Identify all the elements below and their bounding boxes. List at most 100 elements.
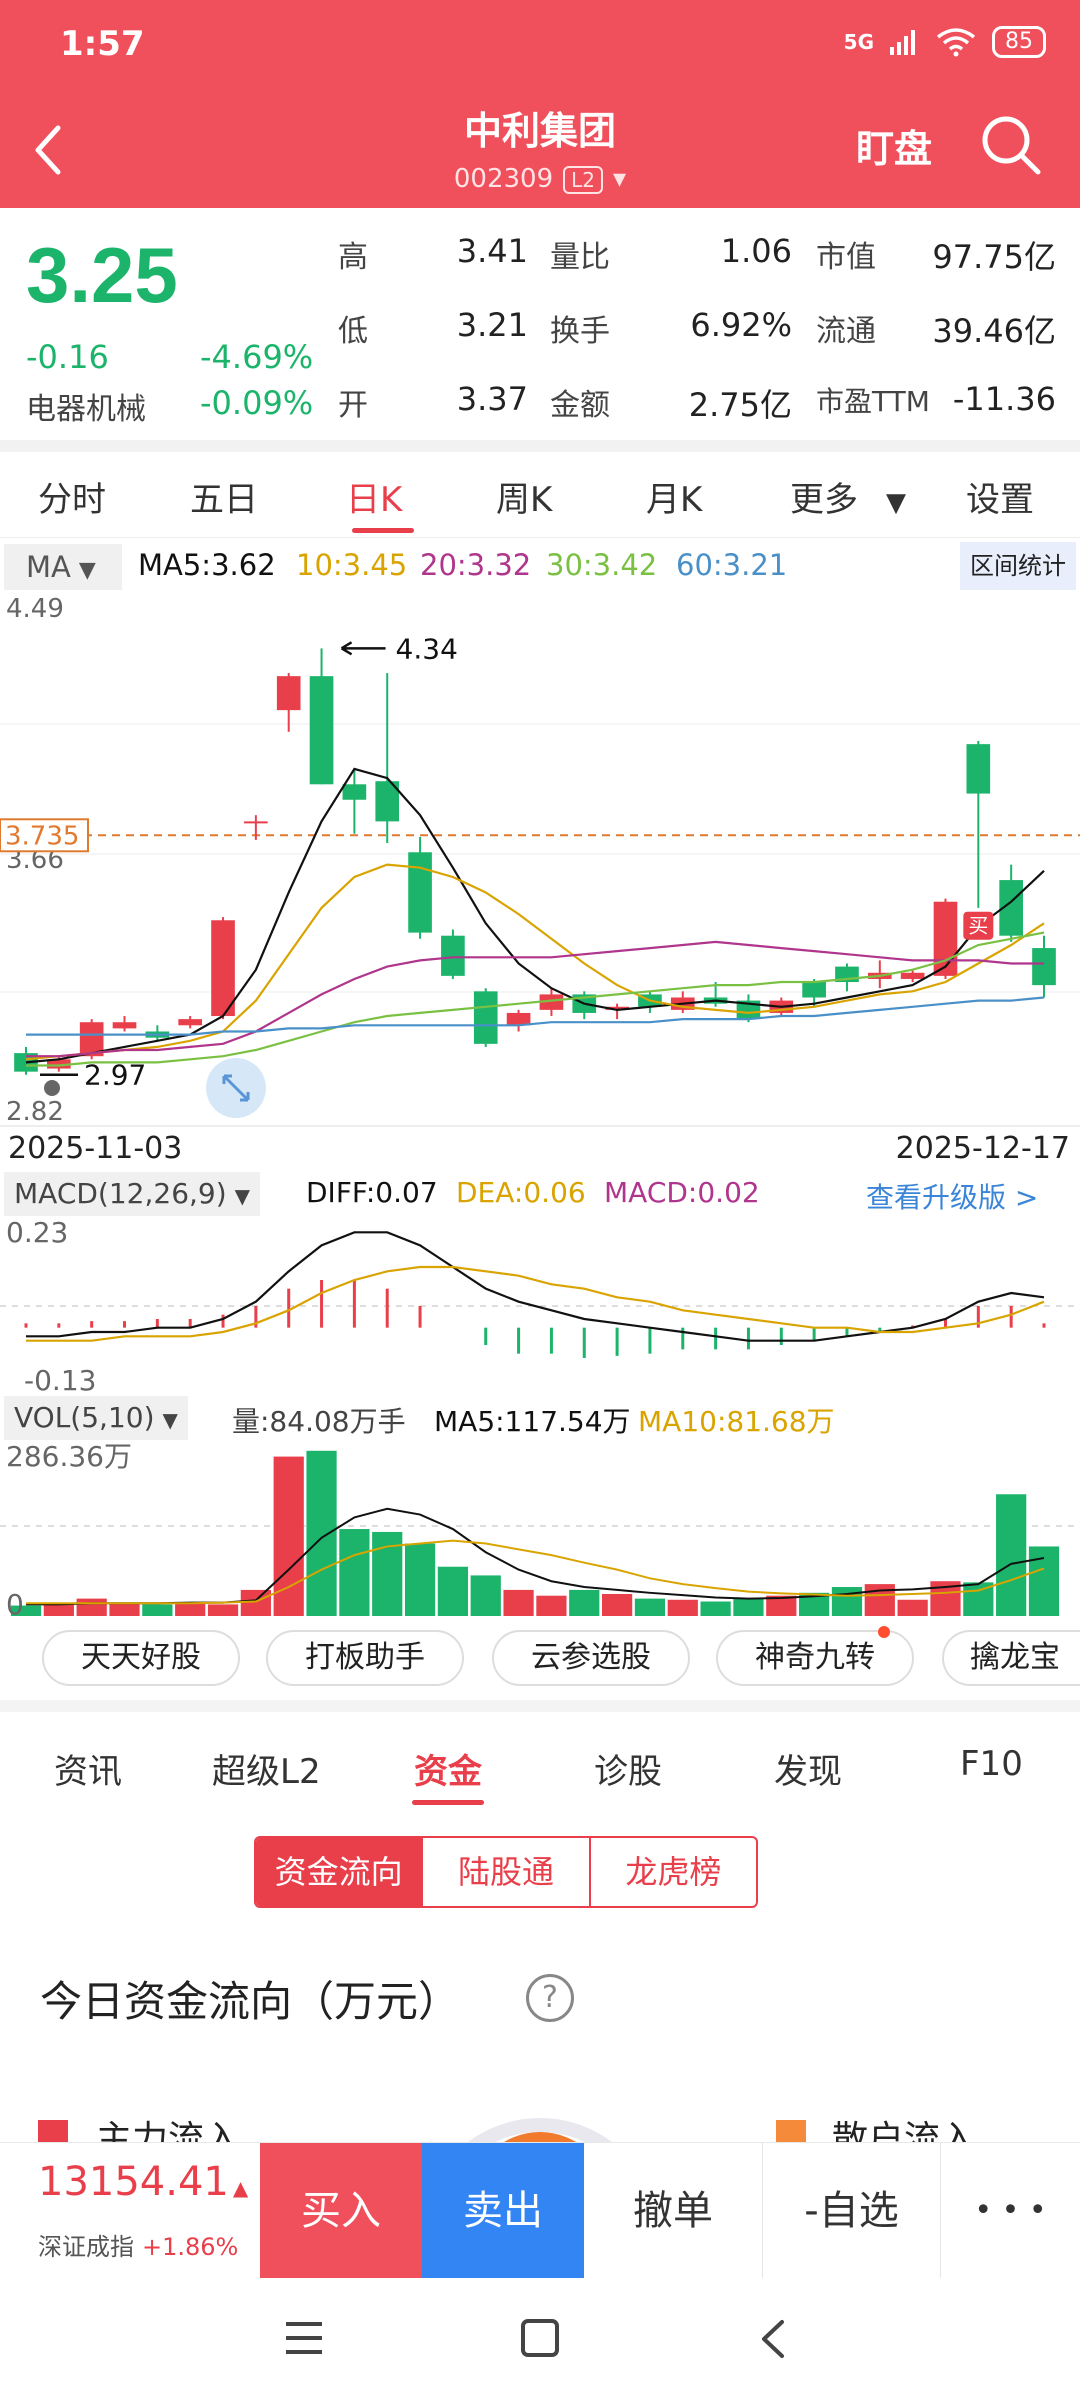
index-value-row[interactable]: 13154.41 ▲ [38,2159,248,2205]
price-change-pct: -4.69% [200,338,314,376]
tab-super-l2[interactable]: 超级L2 [212,1752,321,1792]
stat-value-open: 3.37 [456,380,528,418]
candle-body [79,1022,104,1057]
strategy-chips: 天天好股 打板助手 云参选股 神奇九转 擒龙宝 [0,1626,1080,1690]
macd-dea-line [26,1265,1045,1342]
tab-funds[interactable]: 资金 [414,1752,482,1792]
segment-stock-connect[interactable]: 陆股通 [421,1838,588,1906]
macd-bottom-label: -0.13 [24,1364,96,1397]
stock-code: 002309 [453,164,554,194]
chip-daily-stock[interactable]: 天天好股 [42,1630,240,1686]
candle-body [933,901,958,976]
buy-marker: 买 [963,911,994,940]
stat-value-high: 3.41 [456,232,528,270]
volume-bar [437,1566,469,1616]
volume-bar [43,1604,74,1616]
segment-dragon-tiger[interactable]: 龙虎榜 [588,1838,756,1906]
caret-down-icon: ▾ [613,164,627,194]
y-axis-bottom-label: 2.82 [6,1097,64,1127]
menu-icon[interactable] [284,2320,324,2356]
tab-weekly-k[interactable]: 周K [496,480,553,520]
volume-bottom-label: 0 [6,1588,24,1621]
volume-bar [306,1450,337,1616]
quote-panel: 3.25 -0.16 -4.69% 电器机械 -0.09% 高 3.41 量比 … [0,208,1080,440]
ma-dropdown[interactable]: MA ▼ [4,544,122,590]
back-icon[interactable] [756,2318,788,2360]
tab-five-day[interactable]: 五日 [190,480,258,520]
chip-dragon-treasure[interactable]: 擒龙宝 [942,1630,1080,1686]
candle-body [211,920,235,1017]
volume-ma5-value: MA5:117.54万 [434,1405,631,1438]
tab-daily-k[interactable]: 日K [346,480,403,520]
cancel-order-button[interactable]: 撤单 [633,2188,713,2234]
watch-button[interactable]: 盯盘 [856,127,933,171]
chip-cloud-screener[interactable]: 云参选股 [492,1630,690,1686]
macd-dropdown[interactable]: MACD(12,26,9) ▼ [4,1172,261,1216]
macd-diff-line [26,1231,1045,1342]
battery-indicator: 85 [992,26,1046,58]
home-icon[interactable] [520,2318,560,2358]
candle-body [408,852,432,933]
candle-body [342,784,367,800]
status-time: 1:57 [60,24,145,64]
volume-bar [667,1599,698,1616]
low-annotation: 2.97 [40,1059,146,1092]
volume-bar [76,1598,107,1616]
volume-bar [339,1529,370,1616]
ma5-line [25,767,1045,1064]
chevron-left-icon [35,125,61,175]
tab-discover[interactable]: 发现 [774,1752,842,1792]
tab-settings[interactable]: 设置 [966,480,1034,520]
stat-value-float: 39.46亿 [932,312,1056,350]
volume-bar [601,1593,633,1616]
buy-marker-box [963,911,994,940]
candle-body [441,935,465,976]
candle-body [375,781,400,822]
index-change: +1.86% [142,2233,239,2261]
section-divider [0,1700,1080,1712]
more-button[interactable]: • • • [940,2143,1080,2279]
stock-code-row[interactable]: 002309 L2 ▾ [0,164,1080,194]
volume-bar [700,1601,731,1616]
tab-intraday[interactable]: 分时 [38,480,106,520]
expand-icon [222,1074,250,1102]
sector-name[interactable]: 电器机械 [26,392,146,427]
tab-more[interactable]: 更多 ▼ [790,472,906,521]
volume-bar [240,1589,271,1616]
volume-ma5-line [26,1507,1045,1606]
stat-label-volume-ratio: 量比 [550,240,610,275]
search-button[interactable] [980,114,1042,176]
volume-bar [996,1494,1027,1616]
high-price-label: 4.34 [396,632,458,665]
volume-bar [897,1599,928,1616]
remove-watchlist-button[interactable]: -自选 [762,2143,940,2279]
ma60-line [26,996,1045,1036]
back-button[interactable] [28,120,78,190]
stat-value-market-cap: 97.75亿 [932,238,1056,276]
kline-grid [0,723,1080,1127]
segment-fund-flow[interactable]: 资金流向 [256,1838,422,1906]
buy-button[interactable]: 买入 [260,2143,422,2279]
tab-diagnosis[interactable]: 诊股 [594,1752,662,1792]
tab-monthly-k[interactable]: 月K [646,480,703,520]
stock-chart[interactable]: 4.49 3.66 2.82 3.735 4.34 2.97 买 2025-11… [0,594,1080,1626]
candle-body [802,982,826,998]
tab-f10[interactable]: F10 [960,1744,1023,1784]
range-stat-button[interactable]: 区间统计 [960,542,1076,590]
macd-diff-value: DIFF:0.07 [306,1176,438,1209]
volume-bar [831,1587,863,1616]
ma10-value: 10:3.45 [296,548,408,582]
volume-ma10-value: MA10:81.68万 [638,1405,835,1438]
volume-dropdown[interactable]: VOL(5,10) ▼ [4,1396,188,1440]
signal-icon [890,30,915,55]
legend-main-label: 主力流入 [96,2119,241,2142]
chip-magic-nine[interactable]: 神奇九转 [716,1630,914,1686]
candle-body [966,744,991,794]
tab-news[interactable]: 资讯 [54,1752,122,1792]
upgrade-link[interactable]: 查看升级版 > [866,1181,1039,1214]
volume-top-label: 286.36万 [6,1440,132,1473]
chip-limit-up-helper[interactable]: 打板助手 [266,1630,464,1686]
sell-button[interactable]: 卖出 [422,2143,584,2279]
help-icon[interactable]: ? [526,1974,574,2022]
legend-main-swatch [38,2120,68,2142]
